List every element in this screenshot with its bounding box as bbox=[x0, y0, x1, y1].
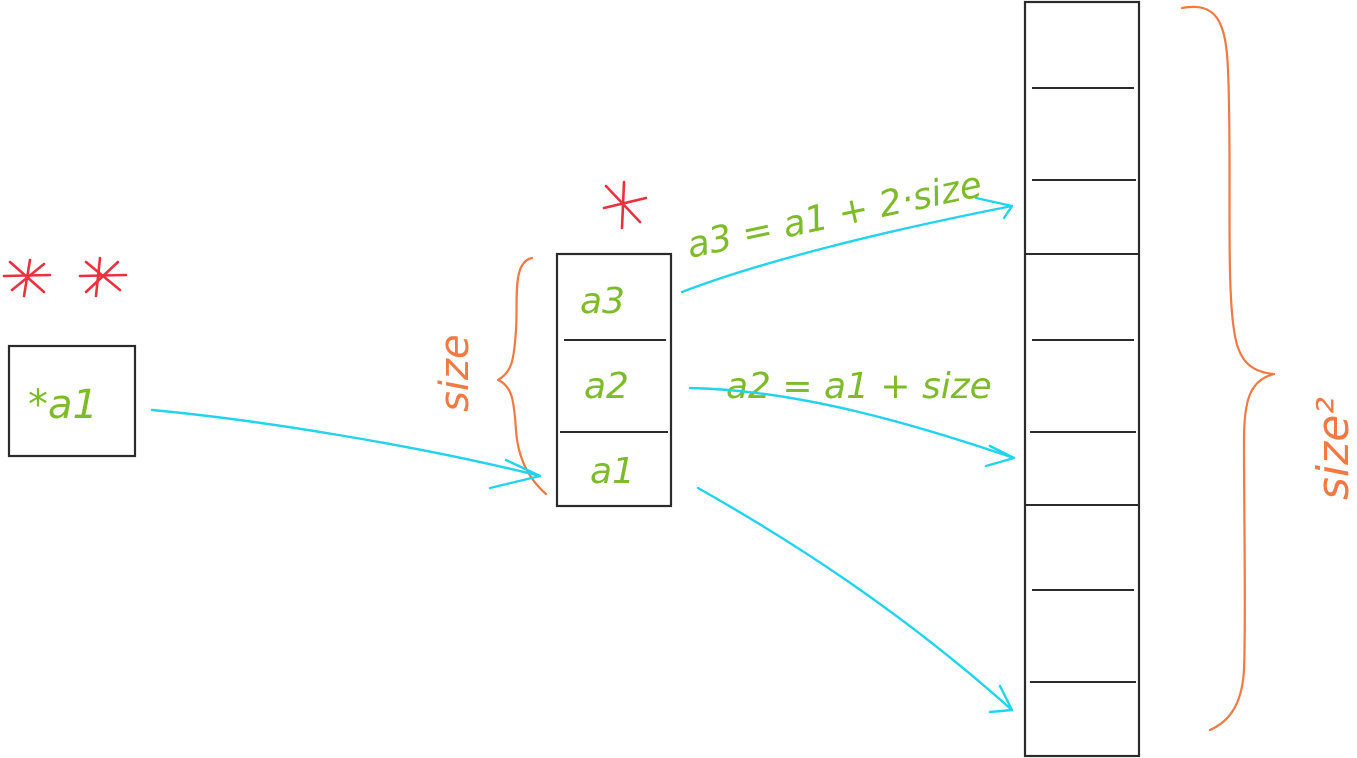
array-cell-a2: a2 bbox=[584, 366, 629, 407]
arrow-pointer-to-array bbox=[150, 408, 542, 490]
pointer-array: * a3 a2 a1 size bbox=[432, 180, 673, 508]
data-array: size² bbox=[1023, 0, 1357, 758]
star-icon bbox=[78, 256, 128, 298]
annotation-a2: a2 = a1 + size bbox=[726, 366, 992, 407]
annotation-a3: a3 = a1 + 2·size bbox=[683, 164, 985, 267]
array-star-text: * bbox=[620, 209, 621, 211]
star-icon bbox=[602, 180, 648, 230]
arrow-a1 bbox=[696, 486, 1014, 714]
star-icon bbox=[2, 258, 52, 298]
array-cell-a3: a3 bbox=[580, 281, 625, 322]
double-pointer-stars: * * bbox=[2, 256, 128, 298]
pointer-box-label: *a1 bbox=[28, 382, 98, 428]
arrow-a3 bbox=[680, 196, 1014, 294]
data-size-brace bbox=[1180, 5, 1276, 732]
pointer-stars-text: * * bbox=[60, 295, 62, 297]
data-size-label: size² bbox=[1308, 397, 1357, 500]
arrows bbox=[150, 196, 1016, 714]
arrow-a2 bbox=[688, 386, 1016, 468]
array-cell-a1: a1 bbox=[590, 451, 635, 492]
array-size-brace bbox=[496, 256, 548, 496]
pointer-box: *a1 bbox=[7, 344, 137, 458]
array-size-label: size bbox=[432, 334, 478, 412]
